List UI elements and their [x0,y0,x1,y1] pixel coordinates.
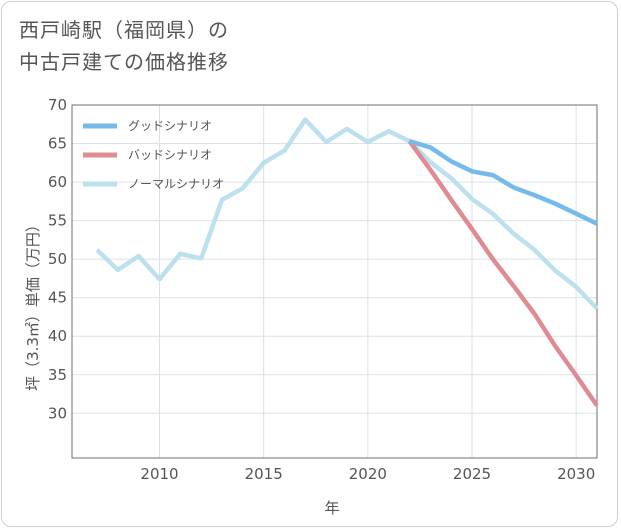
series-layer [95,117,599,407]
y-tick-label: 60 [48,173,67,191]
legend-label: グッドシナリオ [128,119,212,133]
x-axis-label: 年 [324,499,339,517]
legend-label: バッドシナリオ [128,148,212,162]
y-tick-labels: 30 35 40 45 50 55 60 65 70 [48,96,67,422]
plot-frame [71,104,598,459]
x-tick-label: 2010 [140,465,178,483]
grid-lines [72,104,597,458]
title-line-2: 中古戸建ての価格推移 [19,50,229,74]
x-tick-labels: 2010 2015 2020 2025 2030 [140,465,595,483]
y-tick-label: 40 [48,327,67,345]
title-line-1: 西戸崎駅（福岡県）の [19,18,229,42]
y-tick-label: 35 [48,366,67,384]
y-tick-label: 50 [48,250,67,268]
series-line-good [408,139,598,226]
series-line-normal [95,117,599,311]
y-tick-label: 70 [48,96,67,114]
y-axis-label: 坪（3.3㎡）単価（万円） [24,217,42,391]
y-tick-label: 65 [48,135,67,153]
chart-title: 西戸崎駅（福岡県）の 中古戸建ての価格推移 [19,14,229,78]
x-tick-label: 2015 [245,465,283,483]
x-tick-label: 2020 [349,465,387,483]
y-tick-label: 30 [48,404,67,422]
legend-label: ノーマルシナリオ [128,177,224,191]
x-tick-label: 2030 [557,465,595,483]
x-tick-label: 2025 [453,465,491,483]
y-tick-label: 55 [48,212,67,230]
y-tick-label: 45 [48,289,67,307]
series-line-bad [407,139,599,407]
